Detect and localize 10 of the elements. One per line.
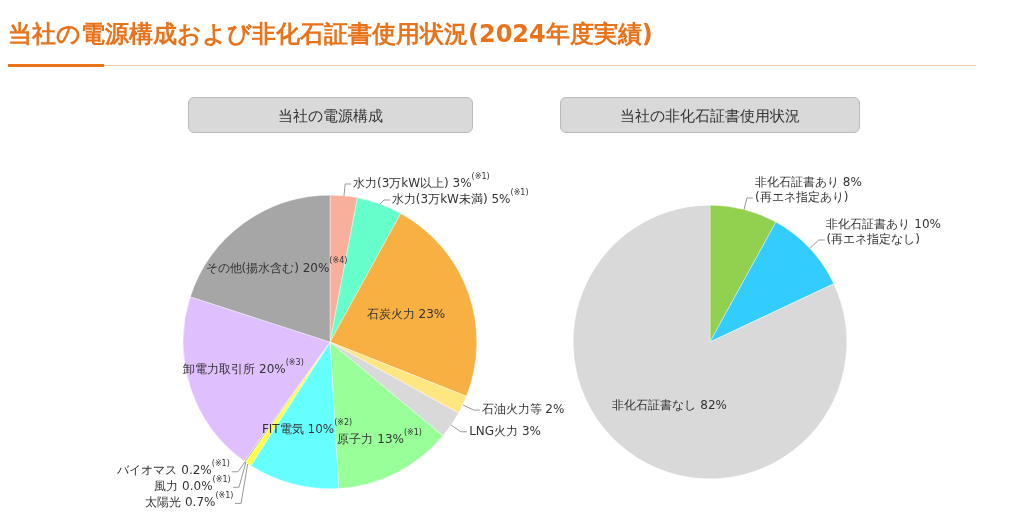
chart-title: 当社の非化石証書使用状況: [560, 97, 860, 133]
slice-label: LNG火力 3%: [469, 423, 541, 438]
slice-label: 石油火力等 2%: [481, 402, 565, 417]
chart-title: 当社の電源構成および非化石証書使用状況(2024年度実績): [8, 19, 653, 50]
slice-label: 非化石証書あり 8% (再エネ指定あり): [755, 175, 862, 204]
slice-label: 非化石証書あり 10% (再エネ指定なし): [826, 217, 941, 247]
slice-label: 非化石証書なし 82%: [612, 397, 727, 412]
chart-subtitle: 当社の電源構成: [187, 97, 473, 133]
category-label: 風力 0.0%: [154, 479, 213, 494]
slice-label: 石炭火力 23%: [366, 306, 446, 321]
